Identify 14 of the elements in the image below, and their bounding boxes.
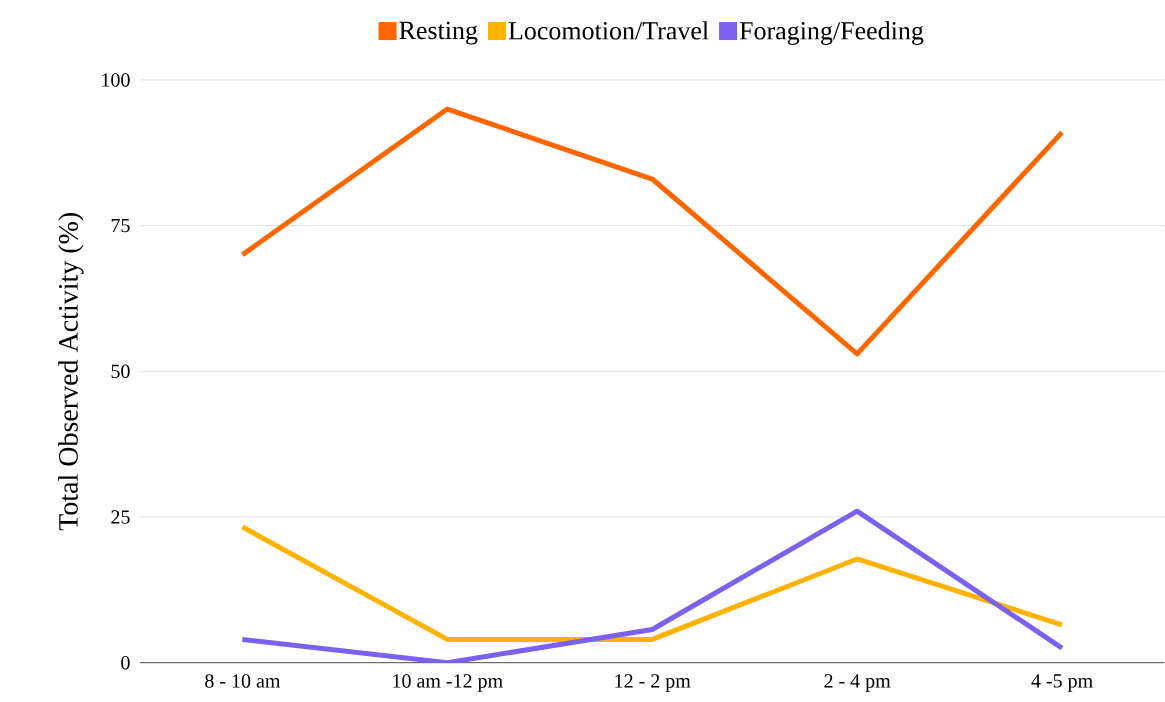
x-tick-label: 4 -5 pm (1031, 674, 1093, 692)
legend-label: Locomotion/Travel (508, 21, 709, 40)
y-tick-label: 75 (111, 219, 130, 233)
x-tick-label: 10 am -12 pm (393, 674, 503, 692)
y-tick-label: 100 (102, 73, 130, 87)
x-tick-label: 12 - 2 pm (615, 674, 691, 692)
y-tick-label: 0 (121, 656, 130, 670)
y-tick-label: 25 (111, 510, 130, 524)
y-axis-title: Total Observed Activity (%) (58, 213, 84, 531)
y-tick-label: 50 (111, 364, 130, 379)
legend-label: Resting (399, 21, 478, 45)
x-tick-label: 8 - 10 am (205, 674, 281, 688)
x-tick-label: 2 - 4 pm (824, 674, 891, 692)
legend-label: Foraging/Feeding (739, 21, 924, 46)
